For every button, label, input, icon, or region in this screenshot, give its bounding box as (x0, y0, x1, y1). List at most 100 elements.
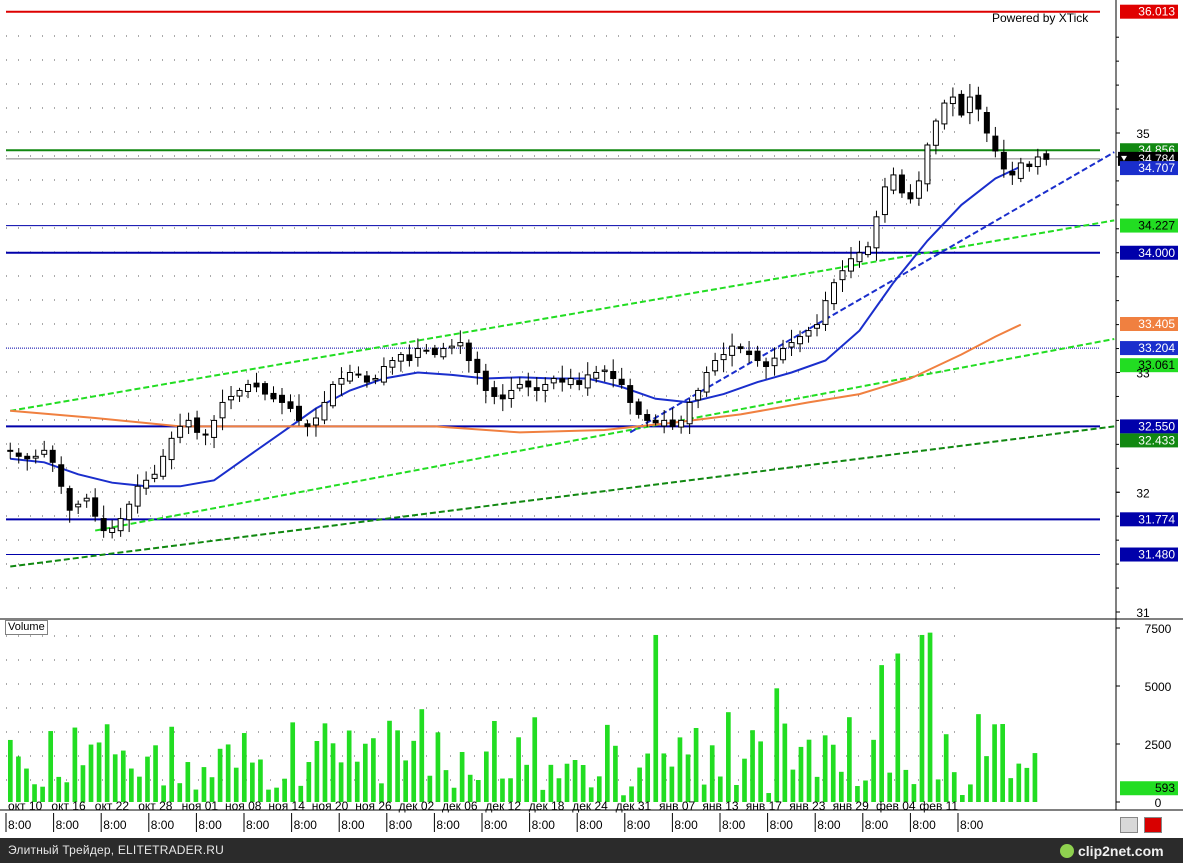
date-label: янв 07 (659, 799, 696, 813)
date-label: ноя 14 (268, 799, 305, 813)
volume-bar (596, 776, 602, 802)
candle-body (873, 216, 880, 249)
candle-body (482, 370, 489, 391)
candle-body (797, 336, 804, 345)
volume-bar (903, 769, 909, 802)
volume-bar (701, 784, 707, 802)
candle-body (746, 350, 753, 356)
candle-body (975, 94, 982, 110)
candle-body (321, 401, 328, 421)
volume-bar (443, 770, 449, 802)
price-tag-33.204 (1120, 341, 1178, 356)
volume-bar (645, 753, 651, 802)
volume-bar (32, 784, 37, 802)
candle-body (805, 330, 812, 337)
time-label: 8:00 (912, 818, 936, 832)
candle-body (966, 96, 973, 114)
candle-body (644, 414, 651, 421)
time-label: 8:00 (770, 818, 794, 832)
volume-bar (379, 783, 384, 802)
exit-icon[interactable] (1144, 817, 1162, 833)
date-label: дек 06 (442, 799, 478, 813)
time-label: 8:00 (103, 818, 127, 832)
candle-body (533, 387, 540, 391)
candle-body (312, 417, 319, 426)
date-label: дек 24 (572, 799, 608, 813)
chart-toggle-icon[interactable] (1120, 817, 1138, 833)
price-tag-label: 32.550 (1138, 419, 1175, 433)
volume-bar (419, 709, 425, 802)
candle-body (550, 377, 557, 384)
watermark: Powered by XTick (992, 11, 1089, 25)
volume-bar (588, 787, 594, 802)
volume-bar (169, 726, 175, 802)
candle-body (24, 455, 31, 460)
candle-body (669, 419, 676, 427)
volume-bar (306, 762, 312, 802)
candle-body (1000, 151, 1007, 170)
footer-bar: Элитный Трейдер, ELITETRADER.RU clip2net… (0, 838, 1183, 863)
volume-bar (653, 634, 659, 802)
candle-body (652, 419, 659, 424)
volume-last-tag (1120, 781, 1178, 796)
trendlines (10, 151, 1115, 568)
candle-body (712, 360, 719, 372)
candle-body (355, 373, 362, 376)
price-tag-label: 33.405 (1138, 317, 1175, 331)
price-tag-label: 33.061 (1138, 358, 1175, 372)
volume-bar (855, 786, 860, 802)
price-tick-label: 35 (1136, 127, 1150, 141)
trendline-long-support (10, 425, 1115, 568)
date-label: янв 29 (833, 799, 870, 813)
volume-bar (629, 786, 634, 802)
candle-body (788, 342, 795, 348)
volume-bar (475, 780, 481, 802)
candle-body (66, 488, 73, 511)
volume-bar (112, 754, 118, 802)
time-label: 8:00 (151, 818, 175, 832)
candle-body (618, 378, 625, 385)
volume-bar (16, 756, 21, 802)
candle-body (890, 174, 897, 191)
candle-body (661, 419, 668, 427)
time-label: 8:00 (674, 818, 698, 832)
candle-body (780, 348, 787, 361)
volume-bar (1008, 778, 1014, 802)
candle-body (559, 378, 566, 383)
volume-axis-ticks: 0 2500 5000 7500 593 (1116, 622, 1178, 810)
current-price-arrow-icon (1121, 155, 1127, 161)
volume-bar (403, 760, 408, 802)
time-label: 8:00 (56, 818, 80, 832)
candle-body (448, 345, 455, 349)
candle-body (363, 375, 370, 383)
volume-bar (492, 720, 497, 802)
volume-bar (1016, 763, 1022, 802)
candle-body (100, 518, 107, 532)
time-label: 8:00 (294, 818, 318, 832)
candle-body (465, 342, 472, 362)
price-tag-36.013 (1120, 4, 1178, 19)
volume-bar (137, 776, 142, 802)
volume-bar (895, 653, 901, 802)
volume-bar (56, 776, 62, 802)
volume-bar (580, 765, 586, 802)
candle-body (847, 258, 854, 272)
volume-bar (919, 634, 925, 802)
candle-body (584, 374, 591, 389)
volume-bar (572, 759, 578, 802)
price-tick-label: 31 (1136, 606, 1150, 620)
volume-bar (411, 740, 417, 802)
candle-body (907, 192, 914, 200)
volume-bar (709, 745, 715, 802)
volume-bar (887, 772, 893, 802)
volume-tick-label: 7500 (1145, 622, 1172, 636)
price-tag-label: 36.013 (1138, 5, 1175, 19)
volume-bar (548, 764, 554, 802)
price-tag-label: 34.707 (1138, 161, 1175, 175)
volume-bar (968, 784, 973, 802)
candle-body (491, 387, 498, 397)
candle-body (202, 433, 209, 436)
candle-body (117, 518, 124, 532)
candle-body (32, 455, 39, 459)
